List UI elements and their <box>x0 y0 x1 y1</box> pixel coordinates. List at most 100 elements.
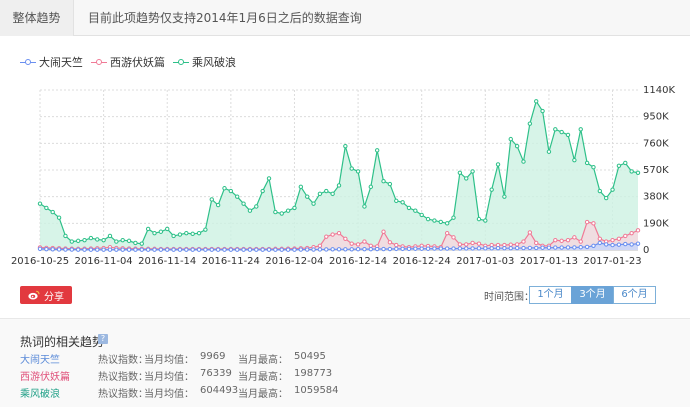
data-point-series-3 <box>63 233 68 239</box>
y-tick-label: 950K <box>643 112 669 123</box>
data-point-series-2 <box>470 240 475 246</box>
data-point-series-3 <box>521 159 526 164</box>
data-point-series-2 <box>330 232 335 237</box>
data-point-series-3 <box>527 121 533 126</box>
range-button-1-month[interactable]: 1个月 <box>529 286 572 304</box>
data-point-series-3 <box>95 237 100 242</box>
data-point-series-1 <box>584 244 590 250</box>
data-point-series-2 <box>584 219 590 225</box>
data-point-series-3 <box>425 216 431 222</box>
data-point-series-3 <box>355 169 361 174</box>
data-point-series-3 <box>145 226 151 232</box>
data-point-series-3 <box>623 160 628 166</box>
data-point-series-2 <box>476 241 482 246</box>
legend-item-series-3[interactable]: 乘风破浪 <box>173 54 236 70</box>
data-point-series-1 <box>228 247 234 252</box>
data-point-series-3 <box>209 197 214 202</box>
data-point-series-3 <box>190 231 195 237</box>
data-point-series-3 <box>88 235 94 241</box>
data-point-series-1 <box>196 247 202 252</box>
avg-value: 604493 <box>200 385 239 396</box>
range-button-6-months[interactable]: 6个月 <box>613 286 656 304</box>
data-point-series-1 <box>381 246 386 252</box>
data-point-series-1 <box>317 247 323 252</box>
data-point-series-1 <box>591 243 596 248</box>
data-point-series-2 <box>362 239 367 244</box>
data-point-series-2 <box>355 242 361 247</box>
data-point-series-1 <box>597 240 603 246</box>
y-tick-label: 760K <box>643 138 669 149</box>
data-point-series-1 <box>355 246 361 252</box>
data-point-series-1 <box>470 246 475 251</box>
tab-overall-trend[interactable]: 整体趋势 <box>0 0 74 36</box>
legend-marker-series-2 <box>91 58 107 66</box>
data-point-series-1 <box>610 242 615 248</box>
data-point-series-1 <box>145 247 151 252</box>
data-point-series-1 <box>483 246 488 251</box>
data-point-series-3 <box>317 191 323 197</box>
x-tick-label: 2017-01-23 <box>583 256 641 267</box>
data-point-series-2 <box>553 237 558 243</box>
trend-chart[interactable]: 0 190K 380K 570K 760K 950K 1140K 2016-10-25 2016… <box>0 78 690 270</box>
data-point-series-3 <box>292 205 297 211</box>
max-label: 当月最高： <box>238 389 288 400</box>
data-point-series-1 <box>101 247 106 252</box>
data-point-series-3 <box>419 212 424 218</box>
help-icon[interactable]: ? <box>98 334 108 344</box>
data-point-series-3 <box>553 127 558 132</box>
data-point-series-1 <box>209 247 214 252</box>
data-point-series-1 <box>394 246 399 252</box>
series-area-3 <box>40 101 638 250</box>
data-point-series-2 <box>591 221 596 226</box>
share-button[interactable]: 分享 <box>20 286 72 304</box>
x-tick-label: 2017-01-13 <box>520 256 578 267</box>
data-point-series-3 <box>457 170 463 176</box>
data-point-series-1 <box>139 247 144 252</box>
data-point-series-1 <box>489 246 494 251</box>
data-point-series-1 <box>400 246 405 252</box>
data-point-series-3 <box>343 143 348 149</box>
data-point-series-3 <box>336 183 342 188</box>
data-point-series-3 <box>514 143 520 149</box>
avg-value: 76339 <box>200 368 232 379</box>
data-point-series-2 <box>349 241 354 246</box>
data-point-series-1 <box>553 245 558 250</box>
related-term-link[interactable]: 大闹天竺 <box>20 355 60 366</box>
legend-item-series-2[interactable]: 西游伏妖篇 <box>91 54 165 70</box>
avg-label: 当月均值： <box>144 372 194 383</box>
legend-item-series-1[interactable]: 大闹天竺 <box>20 54 83 70</box>
y-tick-label: 570K <box>643 165 669 176</box>
data-point-series-3 <box>196 230 202 236</box>
data-point-series-3 <box>502 194 507 199</box>
related-trends-section: 热词的相关趋势 ? 大闹天竺 热议指数： 当月均值： 9969 当月最高： 50… <box>0 318 690 407</box>
data-point-series-3 <box>158 229 164 234</box>
related-term-link[interactable]: 乘风破浪 <box>20 389 60 400</box>
data-point-series-3 <box>451 215 456 220</box>
data-point-series-1 <box>559 245 564 250</box>
data-point-series-1 <box>222 247 227 252</box>
data-point-series-3 <box>273 209 278 215</box>
max-value: 50495 <box>294 351 326 362</box>
data-point-series-1 <box>203 247 208 252</box>
data-point-series-3 <box>228 188 234 194</box>
y-tick-label: 190K <box>643 218 669 229</box>
data-point-series-1 <box>247 247 253 252</box>
data-point-series-2 <box>508 242 513 247</box>
data-point-series-1 <box>349 247 354 252</box>
data-point-series-1 <box>56 247 62 252</box>
data-point-series-3 <box>362 204 367 209</box>
related-term-link[interactable]: 西游伏妖篇 <box>20 372 70 383</box>
data-point-series-1 <box>152 247 157 252</box>
data-point-series-1 <box>368 246 374 252</box>
data-point-series-1 <box>165 247 170 252</box>
data-point-series-2 <box>521 239 526 244</box>
data-point-series-3 <box>476 216 482 222</box>
data-point-series-2 <box>394 242 399 248</box>
range-button-3-months[interactable]: 3个月 <box>571 286 614 304</box>
data-point-series-1 <box>343 247 348 252</box>
data-point-series-3 <box>610 187 615 192</box>
data-point-series-1 <box>190 247 195 252</box>
data-point-series-3 <box>311 201 316 206</box>
y-tick-label: 0 <box>643 245 649 256</box>
